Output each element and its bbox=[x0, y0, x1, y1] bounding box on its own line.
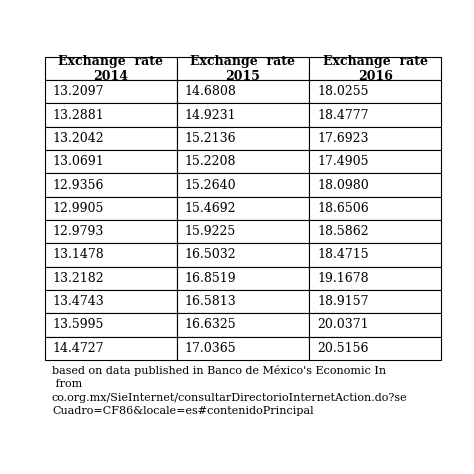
Text: based on data published in Banco de México's Economic In
 from
co.org.mx/SieInte: based on data published in Banco de Méxi… bbox=[52, 365, 408, 416]
